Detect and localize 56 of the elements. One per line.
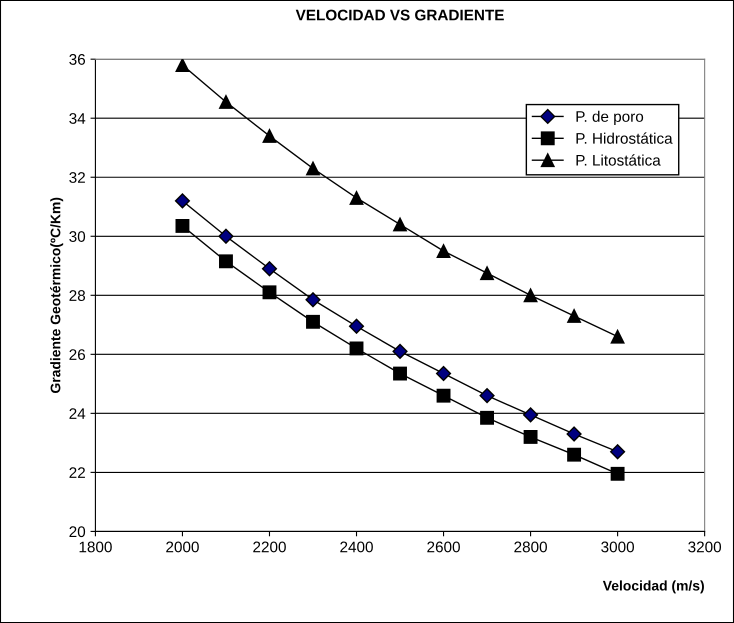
- point: [480, 266, 494, 280]
- y-tick-label: 26: [69, 349, 86, 360]
- x-tick-label: 2400: [340, 542, 373, 552]
- x-tick-label: 3200: [688, 542, 722, 552]
- point: [350, 190, 364, 205]
- x-tick-label: 2800: [514, 542, 547, 552]
- point: [392, 344, 408, 359]
- y-tick-label: 24: [69, 408, 86, 419]
- x-axis-title: Velocidad (m/s): [602, 580, 704, 594]
- point: [567, 448, 582, 462]
- legend-label: P. de poro: [576, 110, 644, 125]
- point: [479, 388, 495, 404]
- point: [306, 161, 320, 176]
- point: [219, 95, 233, 109]
- point: [306, 314, 320, 329]
- point: [566, 426, 582, 442]
- point: [262, 128, 276, 143]
- point: [393, 218, 407, 232]
- point: [436, 244, 450, 258]
- y-tick-label: 22: [69, 467, 85, 478]
- point: [176, 59, 190, 72]
- y-tick-label: 20: [69, 526, 86, 538]
- y-tick-label: 28: [69, 290, 86, 301]
- point: [610, 466, 625, 481]
- x-tick-label: 2600: [427, 542, 460, 552]
- point: [350, 341, 364, 356]
- y-tick-label: 30: [69, 231, 86, 242]
- point: [218, 228, 234, 244]
- point: [480, 410, 494, 425]
- point: [436, 366, 452, 382]
- point: [610, 444, 626, 460]
- point: [176, 219, 190, 233]
- legend-label: P. Litostática: [576, 154, 661, 166]
- point: [524, 430, 538, 444]
- legend-label: P. Hidrostática: [576, 132, 673, 144]
- point: [393, 366, 407, 380]
- point: [262, 285, 276, 300]
- point: [305, 292, 321, 308]
- x-tick-label: 2000: [166, 542, 199, 552]
- point: [524, 288, 538, 302]
- point: [219, 254, 233, 268]
- chart-title: VELOCIDAD VS GRADIENTE: [296, 10, 504, 20]
- point: [262, 261, 278, 276]
- point: [436, 388, 450, 403]
- point: [348, 318, 364, 334]
- point: [567, 309, 582, 323]
- point: [523, 407, 538, 422]
- y-tick-label: 36: [69, 54, 86, 65]
- x-tick-label: 1800: [80, 542, 112, 552]
- y-tick-label: 34: [69, 113, 86, 124]
- point: [610, 330, 625, 344]
- x-tick-label: 3000: [601, 542, 634, 552]
- y-axis-title: Gradiente Geotérmico(ºC/Km): [50, 198, 64, 393]
- y-tick-label: 32: [69, 172, 85, 183]
- x-tick-label: 2200: [253, 542, 286, 552]
- point: [174, 193, 190, 208]
